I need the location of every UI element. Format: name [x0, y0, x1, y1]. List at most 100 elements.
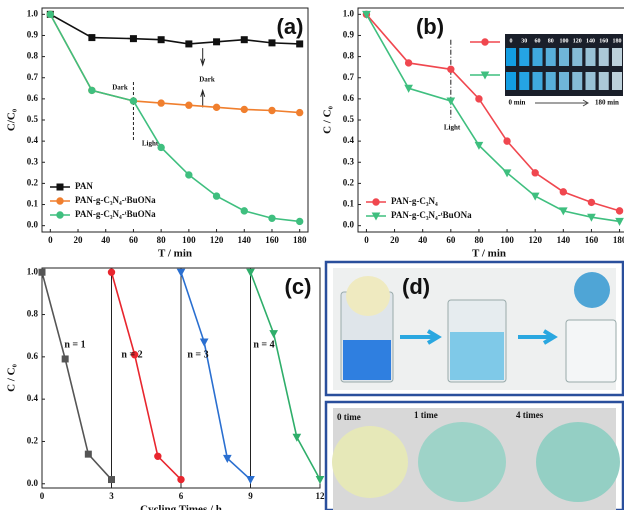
series-label: n = 4 [253, 339, 274, 350]
x-tick-label: 12 [316, 491, 326, 501]
page: (d) 0 time 1 time 4 times 0.00.10.20.30.… [0, 0, 624, 510]
vial [533, 48, 543, 66]
panel-label: (c) [285, 274, 312, 299]
inset-column-label: 160 [599, 38, 608, 44]
marker [108, 269, 114, 275]
marker [247, 269, 254, 276]
marker [482, 39, 488, 45]
marker [241, 208, 247, 214]
vial [572, 72, 582, 90]
y-tick-label: 0.8 [27, 309, 39, 319]
y-tick-label: 0.5 [27, 114, 39, 124]
y-tick-label: 0.3 [27, 156, 39, 166]
x-tick-label: 60 [129, 235, 139, 245]
inset-column-label: 80 [548, 38, 554, 44]
vial [506, 48, 516, 66]
marker [616, 208, 622, 214]
y-tick-label: 0.2 [27, 436, 39, 446]
marker [201, 339, 208, 346]
vial [519, 72, 529, 90]
y-tick-label: 0.1 [343, 199, 355, 209]
vial [572, 48, 582, 66]
x-tick-label: 40 [418, 235, 428, 245]
vial [519, 48, 529, 66]
y-tick-label: 0.0 [27, 220, 39, 230]
vial [533, 72, 543, 90]
y-tick-label: 0.8 [343, 51, 355, 61]
legend-label: PAN-g-C₃N₄-ᵗBuONa [75, 209, 156, 219]
series-line [181, 272, 251, 479]
marker [130, 98, 136, 104]
photo-caption: 0 time [337, 412, 361, 422]
y-tick-label: 0.0 [343, 220, 355, 230]
inset-column-label: 30 [521, 38, 527, 44]
marker [158, 100, 164, 106]
chart-panel: 0.00.20.40.60.81.0036912Cycling Times / … [6, 266, 325, 510]
inset-label: 180 min [595, 99, 619, 107]
y-tick-label: 0.7 [27, 72, 39, 82]
legend-label: PAN-g-C₃N₄-ᵗBuONa [391, 210, 472, 220]
marker [109, 477, 115, 483]
x-tick-label: 40 [101, 235, 111, 245]
y-tick-label: 0.3 [343, 156, 355, 166]
y-tick-label: 0.4 [343, 135, 355, 145]
marker [588, 199, 594, 205]
x-tick-label: 60 [446, 235, 456, 245]
y-tick-label: 0.9 [27, 30, 39, 40]
vial [506, 72, 516, 90]
marker [186, 41, 192, 47]
marker [85, 451, 91, 457]
marker [269, 107, 275, 113]
figure: (d) 0 time 1 time 4 times 0.00.10.20.30.… [0, 0, 624, 510]
series-line [50, 14, 299, 44]
legend-label: PAN [75, 181, 93, 191]
x-tick-label: 120 [528, 235, 542, 245]
inset-column-label: 100 [560, 38, 569, 44]
y-tick-label: 0.7 [343, 72, 355, 82]
x-tick-label: 120 [210, 235, 224, 245]
marker [269, 40, 275, 46]
x-tick-label: 80 [474, 235, 484, 245]
y-tick-label: 1.0 [27, 266, 39, 276]
marker [247, 477, 254, 484]
x-tick-label: 3 [109, 491, 114, 501]
legend-marker [57, 198, 63, 204]
y-tick-label: 0.4 [27, 135, 39, 145]
marker [405, 60, 411, 66]
panel-label: (b) [416, 14, 444, 39]
legend-label: PAN-g-C₃N₄ [391, 196, 438, 206]
marker [213, 104, 219, 110]
x-tick-label: 140 [238, 235, 252, 245]
x-tick-label: 6 [179, 491, 184, 501]
inset-column-label: 60 [535, 38, 541, 44]
panel-label: (a) [277, 14, 304, 39]
series-label: n = 3 [187, 349, 208, 360]
vial [599, 48, 609, 66]
vial [546, 72, 556, 90]
photo-caption: 4 times [516, 410, 544, 420]
annotation: Dark [199, 76, 215, 84]
marker [178, 269, 185, 276]
marker [62, 356, 68, 362]
inset-column-label: 140 [586, 38, 595, 44]
y-tick-label: 0.1 [27, 199, 39, 209]
x-tick-label: 160 [265, 235, 279, 245]
x-axis-label: T / min [472, 248, 506, 260]
x-tick-label: 20 [390, 235, 400, 245]
x-tick-label: 0 [364, 235, 369, 245]
marker [178, 476, 184, 482]
marker [296, 109, 302, 115]
y-tick-label: 1.0 [343, 8, 355, 18]
marker [158, 37, 164, 43]
y-tick-label: 0.0 [27, 478, 39, 488]
inset-label: 0 min [509, 99, 526, 107]
marker [241, 37, 247, 43]
marker [213, 193, 219, 199]
y-tick-label: 0.5 [343, 114, 355, 124]
vial [546, 48, 556, 66]
panel-label: (d) [402, 274, 430, 299]
x-tick-label: 80 [157, 235, 167, 245]
marker [293, 434, 300, 441]
marker [560, 189, 566, 195]
